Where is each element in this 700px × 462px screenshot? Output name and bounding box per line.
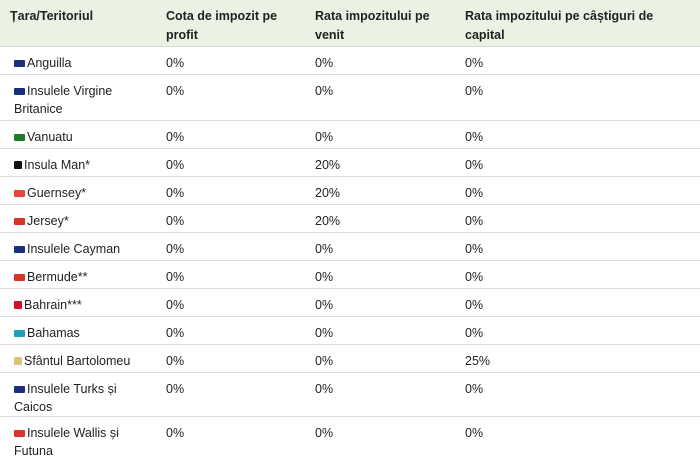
income-tax-cell: 20% [301, 175, 451, 204]
country-name: Insulele Cayman [27, 241, 121, 256]
isle-of-man-flag-icon [14, 160, 22, 169]
capital-gains-cell: 0% [451, 231, 700, 260]
table-row: Bahrain*** 0% 0% 0% [0, 287, 700, 316]
table-row: Insulele Wallis și Futuna 0% 0% 0% [0, 415, 700, 462]
profit-tax-cell: 0% [152, 371, 301, 416]
anguilla-flag-icon [14, 59, 25, 67]
table-row: Guernsey* 0% 20% 0% [0, 175, 700, 204]
table-row: Anguilla 0% 0% 0% [0, 45, 700, 74]
country-cell: Anguilla [0, 45, 152, 74]
country-name: Bahrain*** [24, 297, 82, 312]
header-country: Țara/Teritoriul [10, 9, 94, 23]
income-tax-cell: 0% [301, 415, 451, 462]
capital-gains-cell: 0% [451, 259, 700, 288]
country-name: Insula Man* [24, 157, 91, 172]
income-tax-cell: 0% [301, 371, 451, 416]
table-row: Insulele Turks și Caicos 0% 0% 0% [0, 371, 700, 416]
bahrain-flag-icon [14, 300, 22, 309]
country-cell: Insula Man* [0, 147, 152, 176]
table-row: Jersey* 0% 20% 0% [0, 203, 700, 232]
country-cell: Bermude** [0, 259, 152, 288]
wallis-futuna-flag-icon [14, 429, 25, 437]
table-row: Insulele Cayman 0% 0% 0% [0, 231, 700, 260]
country-name: Insulele Turks și Caicos [14, 381, 117, 414]
profit-tax-cell: 0% [152, 73, 301, 120]
vanuatu-flag-icon [14, 133, 25, 141]
country-cell: Insulele Turks și Caicos [0, 371, 152, 416]
bermuda-flag-icon [14, 273, 25, 281]
income-tax-cell: 20% [301, 147, 451, 176]
profit-tax-cell: 0% [152, 287, 301, 316]
country-cell: Bahamas [0, 315, 152, 344]
country-cell: Insulele Virgine Britanice [0, 73, 152, 120]
profit-tax-cell: 0% [152, 45, 301, 74]
country-cell: Insulele Wallis și Futuna [0, 415, 152, 462]
profit-tax-cell: 0% [152, 175, 301, 204]
bvi-flag-icon [14, 87, 25, 95]
capital-gains-cell: 0% [451, 415, 700, 462]
guernsey-flag-icon [14, 189, 25, 197]
capital-gains-cell: 0% [451, 287, 700, 316]
capital-gains-cell: 0% [451, 73, 700, 120]
income-tax-cell: 0% [301, 119, 451, 148]
cayman-flag-icon [14, 245, 25, 253]
income-tax-cell: 0% [301, 287, 451, 316]
profit-tax-cell: 0% [152, 415, 301, 462]
income-tax-cell: 0% [301, 259, 451, 288]
capital-gains-cell: 0% [451, 175, 700, 204]
profit-tax-cell: 0% [152, 343, 301, 372]
country-name: Bahamas [27, 325, 80, 340]
income-tax-cell: 0% [301, 45, 451, 74]
header-row: Țara/Teritoriul Cota de impozit pe profi… [0, 0, 700, 46]
income-tax-cell: 0% [301, 315, 451, 344]
saint-barthelemy-flag-icon [14, 356, 22, 365]
bahamas-flag-icon [14, 329, 25, 337]
table-row: Bermude** 0% 0% 0% [0, 259, 700, 288]
country-name: Guernsey* [27, 185, 87, 200]
profit-tax-cell: 0% [152, 203, 301, 232]
income-tax-cell: 0% [301, 231, 451, 260]
profit-tax-cell: 0% [152, 231, 301, 260]
country-name: Insulele Virgine Britanice [14, 83, 113, 116]
table-body: Anguilla 0% 0% 0% Insulele Virgine Britanice… [0, 45, 700, 462]
table-header: Țara/Teritoriul Cota de impozit pe profi… [0, 0, 700, 46]
capital-gains-cell: 0% [451, 119, 700, 148]
income-tax-cell: 0% [301, 343, 451, 372]
country-cell: Jersey* [0, 203, 152, 232]
country-name: Jersey* [27, 213, 69, 228]
table-row: Insula Man* 0% 20% 0% [0, 147, 700, 176]
country-cell: Guernsey* [0, 175, 152, 204]
country-name: Bermude** [27, 269, 88, 284]
country-cell: Bahrain*** [0, 287, 152, 316]
header-income-tax: Rata impozitului pe venit [315, 9, 430, 42]
table-row: Sfântul Bartolomeu 0% 0% 25% [0, 343, 700, 372]
profit-tax-cell: 0% [152, 259, 301, 288]
country-name: Insulele Wallis și Futuna [14, 425, 119, 458]
header-profit-tax: Cota de impozit pe profit [166, 9, 278, 42]
capital-gains-cell: 0% [451, 45, 700, 74]
header-capital-gains-tax: Rata impozitului pe câștiguri de capital [465, 9, 654, 42]
capital-gains-cell: 0% [451, 203, 700, 232]
income-tax-cell: 20% [301, 203, 451, 232]
capital-gains-cell: 0% [451, 371, 700, 416]
capital-gains-cell: 25% [451, 343, 700, 372]
income-tax-cell: 0% [301, 73, 451, 120]
profit-tax-cell: 0% [152, 147, 301, 176]
country-cell: Insulele Cayman [0, 231, 152, 260]
country-cell: Sfântul Bartolomeu [0, 343, 152, 372]
capital-gains-cell: 0% [451, 315, 700, 344]
country-name: Vanuatu [27, 129, 73, 144]
table-row: Vanuatu 0% 0% 0% [0, 119, 700, 148]
profit-tax-cell: 0% [152, 315, 301, 344]
turks-caicos-flag-icon [14, 385, 25, 393]
jersey-flag-icon [14, 217, 25, 225]
table-row: Insulele Virgine Britanice 0% 0% 0% [0, 73, 700, 120]
country-name: Sfântul Bartolomeu [24, 353, 131, 368]
country-name: Anguilla [27, 55, 72, 70]
table-row: Bahamas 0% 0% 0% [0, 315, 700, 344]
profit-tax-cell: 0% [152, 119, 301, 148]
capital-gains-cell: 0% [451, 147, 700, 176]
country-cell: Vanuatu [0, 119, 152, 148]
